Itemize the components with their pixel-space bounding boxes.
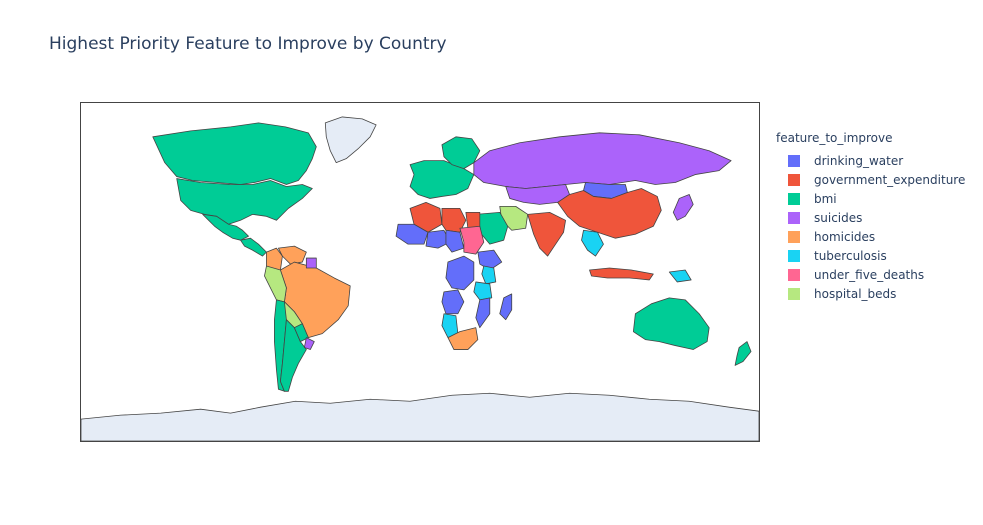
region-south-africa[interactable]	[447, 327, 479, 350]
region-greenland[interactable]	[324, 116, 377, 164]
region-indonesia[interactable]	[589, 267, 654, 281]
legend-swatch	[788, 192, 800, 205]
region-madagascar[interactable]	[499, 293, 513, 321]
region-united-states[interactable]	[176, 178, 313, 225]
legend-swatch	[788, 173, 800, 186]
legend-item-homicides[interactable]: homicides	[776, 227, 976, 246]
world-map[interactable]	[81, 103, 759, 441]
region-suriname[interactable]	[305, 257, 317, 269]
region-mexico[interactable]	[202, 213, 249, 241]
region-venezuela[interactable]	[278, 245, 307, 265]
legend-label: homicides	[814, 229, 876, 244]
legend-swatch	[788, 230, 800, 243]
region-antarctica[interactable]	[81, 392, 759, 441]
legend-item-hospital-beds[interactable]: hospital_beds	[776, 284, 976, 303]
legend-swatch	[788, 211, 800, 224]
legend-label: government_expenditure	[814, 172, 966, 187]
region-western-europe[interactable]	[409, 160, 475, 199]
legend-swatch	[788, 268, 800, 281]
legend-item-drinking-water[interactable]: drinking_water	[776, 151, 976, 170]
region-angola[interactable]	[441, 289, 465, 315]
region-uruguay[interactable]	[303, 337, 315, 350]
legend-swatch	[788, 287, 800, 300]
region-australia[interactable]	[632, 297, 710, 350]
legend-label: tuberculosis	[814, 248, 887, 263]
region-ethiopia[interactable]	[477, 249, 503, 271]
map-frame[interactable]	[80, 102, 760, 442]
legend-label: under_five_deaths	[814, 267, 925, 282]
region-egypt[interactable]	[465, 211, 481, 229]
region-india[interactable]	[527, 211, 566, 257]
region-chad[interactable]	[445, 229, 465, 253]
legend-item-bmi[interactable]: bmi	[776, 189, 976, 208]
region-paraguay[interactable]	[293, 323, 309, 342]
region-sudan[interactable]	[459, 225, 485, 255]
legend-item-government-expenditure[interactable]: government_expenditure	[776, 170, 976, 189]
legend-item-suicides[interactable]: suicides	[776, 208, 976, 227]
region-dr-congo[interactable]	[445, 255, 475, 291]
region-canada[interactable]	[152, 122, 317, 185]
chart-title: Highest Priority Feature to Improve by C…	[49, 34, 447, 54]
region-mozambique[interactable]	[475, 297, 491, 329]
region-niger[interactable]	[425, 229, 451, 249]
region-russia[interactable]	[473, 132, 732, 189]
legend-label: hospital_beds	[814, 286, 897, 301]
region-mali[interactable]	[395, 223, 429, 245]
region-tanzania[interactable]	[473, 281, 493, 301]
region-japan[interactable]	[672, 194, 694, 221]
region-kenya[interactable]	[481, 265, 497, 285]
region-china[interactable]	[557, 188, 662, 239]
region-southeast-asia[interactable]	[581, 229, 604, 257]
legend-label: bmi	[814, 191, 837, 206]
legend-label: drinking_water	[814, 153, 904, 168]
legend-swatch	[788, 249, 800, 262]
region-central-america[interactable]	[240, 237, 267, 257]
legend-swatch	[788, 154, 800, 167]
legend-item-tuberculosis[interactable]: tuberculosis	[776, 246, 976, 265]
legend-item-under-five-deaths[interactable]: under_five_deaths	[776, 265, 976, 284]
region-papua-new-guinea[interactable]	[668, 269, 692, 283]
legend-label: suicides	[814, 210, 863, 225]
legend-title: feature_to_improve	[776, 131, 893, 145]
region-new-zealand[interactable]	[734, 341, 752, 366]
